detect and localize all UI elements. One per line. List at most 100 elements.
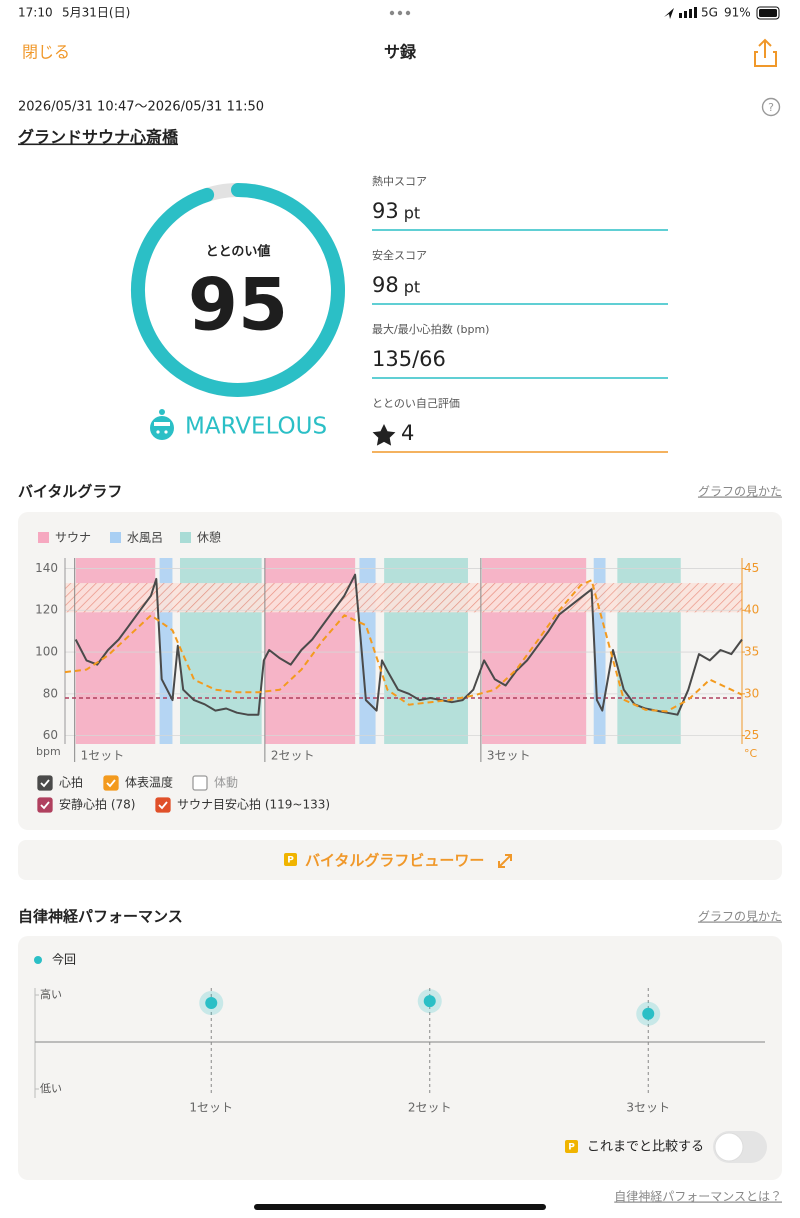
check-mark [158,801,168,810]
totonoi-label: ととのい値 [206,244,271,260]
check-mark [40,801,50,810]
y-tick-label: 140 [35,561,58,575]
viewer-label[interactable]: バイタルグラフビューワー [305,852,484,870]
legend-checkbox [192,775,208,791]
share-button[interactable] [754,38,777,67]
svg-text:?: ? [768,101,774,114]
battery-level [759,9,777,17]
legend-label: 体表温度 [125,776,173,790]
score-unit: pt [404,204,420,223]
vital-chart: サウナ 水風呂 休憩 60 80 100 120 140 25 30 35 40 45 bpm °C 1セット… [35,530,759,813]
about-link[interactable]: 自律神経パフォーマンスとは？ [614,1189,782,1204]
battery-icon [756,6,780,20]
y2-tick-label: 45 [744,561,759,575]
legend-checkbox [155,797,171,813]
score-value: 4 [401,421,414,445]
section-title: 自律神経パフォーマンス [18,908,183,926]
legend-label: 水風呂 [127,531,163,545]
toggle-knob [714,1132,744,1162]
score-value: 135/66 [372,347,446,371]
score-value: 98 [372,273,399,297]
period: 2026/05/31 10:47～2026/05/31 11:50 [18,100,264,115]
legend-label: 今回 [52,952,76,967]
legend-label: 体動 [214,776,238,790]
legend-label: 心拍 [59,775,83,790]
legend-label: サウナ目安心拍 (119~133) [177,797,330,812]
legend-checkbox [37,797,53,813]
y2-tick-label: 30 [744,686,759,700]
legend-swatch [180,532,191,543]
expand-icon [498,854,512,868]
y2-tick-label: 40 [744,603,759,617]
legend-swatch [38,532,49,543]
scores: 熱中スコア 93 pt 安全スコア 98 pt 最大/最小心拍数 (bpm) 135/66 とと… [372,175,668,453]
target-zone [65,583,742,613]
y-tick-label: 100 [35,645,58,659]
score-label: 熱中スコア [372,175,427,188]
y2-label: °C [744,747,758,760]
section-title: バイタルグラフ [18,483,122,501]
totonoi-ring [131,183,345,397]
y-label: bpm [36,745,61,758]
network: 5G [701,6,718,20]
x-tick-label: 2セット [408,1101,452,1115]
premium-icon [284,853,297,866]
help-icon[interactable]: ? [761,97,781,117]
close-button[interactable]: 閉じる [22,43,70,62]
help-link[interactable]: グラフの見かた [698,485,782,499]
viewer-button[interactable] [18,840,782,880]
legend-label: 安静心拍 (78) [59,797,135,812]
x-tick-label: 1セット [189,1101,233,1115]
legend-label: サウナ [55,531,91,545]
time: 17:10 [18,6,53,20]
series-line [74,573,743,716]
help-link[interactable]: グラフの見かた [698,910,782,924]
home-indicator [254,1204,546,1210]
y-tick-label: 高い [40,987,62,1001]
score-label: ととのい自己評価 [372,397,460,410]
y2-tick-label: 25 [744,728,759,742]
premium-icon [565,1140,578,1153]
legend-dot [34,956,42,964]
point [205,996,218,1009]
legend-swatch [110,532,121,543]
score-value: 93 [372,199,399,223]
check-mark [106,779,116,788]
premium-icon-text: P [568,1143,575,1153]
totonoi-value: 95 [188,263,288,347]
check-mark [40,779,50,788]
battery-text: 91% [724,6,751,20]
y-tick-label: 120 [35,603,58,617]
date: 5月31日(日) [62,6,130,20]
autonomic-card [18,936,782,1180]
premium-icon-text: P [287,856,294,866]
y-tick-label: 80 [43,686,58,700]
set-label: 2セット [271,749,315,763]
legend-label: 休憩 [197,530,221,545]
rank: MARVELOUS [185,414,327,440]
point [423,995,436,1008]
legend-checkbox [37,775,53,791]
score-unit: pt [404,278,420,297]
signal-icon [679,7,697,18]
y2-tick-label: 35 [744,645,759,659]
ring-arc [131,183,345,397]
y-tick-label: 60 [43,728,58,742]
y-tick-label: 低い [40,1082,62,1095]
set-label: 1セット [81,749,125,763]
legend-checkbox [103,775,119,791]
star-icon [372,424,396,446]
x-tick-label: 3セット [626,1101,670,1115]
rank-icon [150,409,174,440]
header-title: サ録 [384,43,417,62]
score-label: 最大/最小心拍数 (bpm) [372,322,489,336]
phase-band [593,558,606,744]
series-line [64,579,743,713]
facility[interactable]: グランドサウナ心斎橋 [18,128,179,147]
location-icon [664,8,674,19]
point [642,1007,655,1020]
dots [389,10,411,16]
